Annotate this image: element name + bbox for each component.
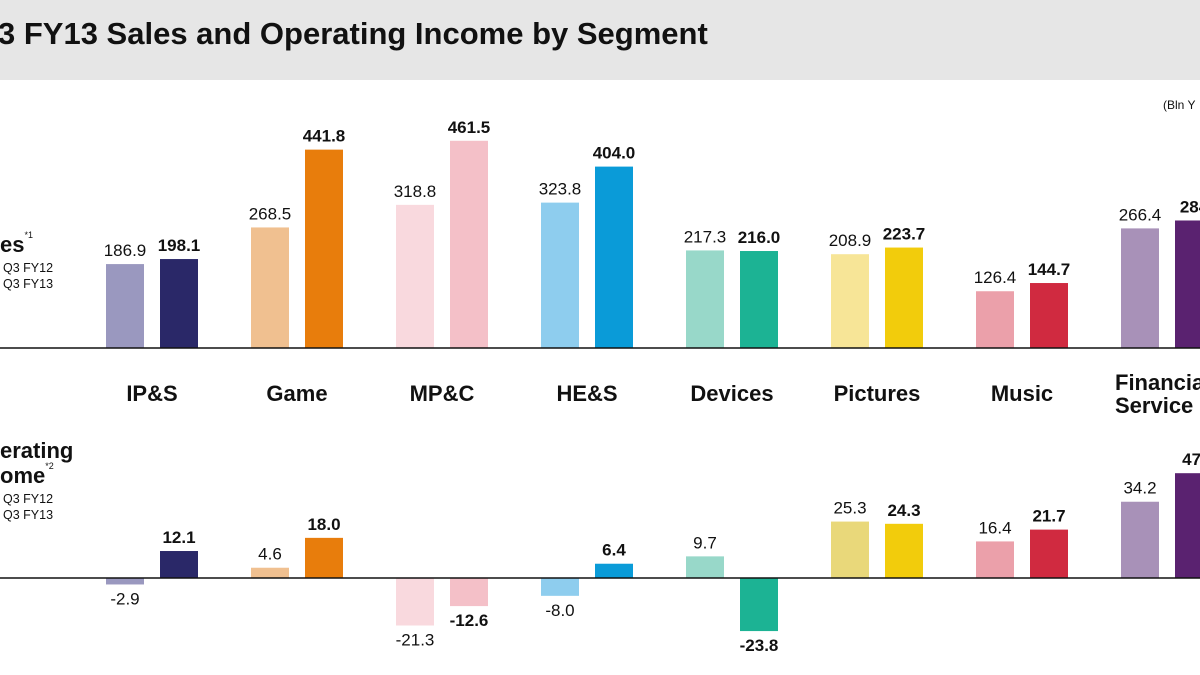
sales-bar bbox=[541, 202, 579, 348]
income-bar bbox=[831, 521, 869, 578]
income-data-label: -12.6 bbox=[450, 611, 489, 630]
income-bar bbox=[160, 551, 198, 578]
sales-bar bbox=[885, 247, 923, 348]
income-bar bbox=[686, 556, 724, 578]
income-legend-fy12: Q3 FY12 bbox=[3, 492, 54, 506]
sales-data-label: 198.1 bbox=[158, 236, 201, 255]
income-data-label: 25.3 bbox=[833, 499, 866, 518]
sales-data-label: 323.8 bbox=[539, 180, 582, 199]
sales-data-label: 217.3 bbox=[684, 227, 727, 246]
sales-data-label: 126.4 bbox=[974, 268, 1017, 287]
sales-bar bbox=[686, 250, 724, 348]
sales-bar bbox=[595, 166, 633, 348]
sales-data-label: 223.7 bbox=[883, 225, 926, 244]
sales-data-label: 318.8 bbox=[394, 182, 437, 201]
sales-data-label: 284 bbox=[1180, 197, 1200, 216]
income-data-label: 47. bbox=[1182, 450, 1200, 469]
category-label: HE&S bbox=[556, 381, 617, 406]
category-label: Financia bbox=[1115, 370, 1200, 395]
sales-label-text: es bbox=[0, 232, 25, 257]
income-bar bbox=[305, 537, 343, 578]
sales-bar bbox=[1030, 283, 1068, 348]
sales-bar bbox=[160, 259, 198, 348]
income-bar bbox=[885, 523, 923, 578]
sales-bar bbox=[976, 291, 1014, 348]
income-bar bbox=[1030, 529, 1068, 578]
sales-bar bbox=[106, 264, 144, 348]
sales-bar bbox=[1121, 228, 1159, 348]
income-data-label: 16.4 bbox=[978, 518, 1011, 537]
sales-bar bbox=[740, 251, 778, 348]
sales-bar bbox=[1175, 220, 1200, 348]
income-data-label: 4.6 bbox=[258, 545, 282, 564]
page-title: 3 FY13 Sales and Operating Income by Seg… bbox=[0, 16, 708, 51]
category-label: Pictures bbox=[834, 381, 921, 406]
income-data-label: 6.4 bbox=[602, 541, 626, 560]
income-label-text: ome bbox=[0, 463, 46, 488]
sales-data-label: 186.9 bbox=[104, 241, 147, 260]
category-label: Music bbox=[991, 381, 1053, 406]
income-data-label: 34.2 bbox=[1123, 479, 1156, 498]
income-data-label: 21.7 bbox=[1032, 507, 1065, 526]
income-bar bbox=[541, 578, 579, 596]
category-label: Service bbox=[1115, 393, 1193, 418]
unit-note: (Bln Y bbox=[1163, 98, 1196, 112]
income-bar bbox=[106, 578, 144, 585]
sales-bar bbox=[305, 149, 343, 348]
income-legend-fy13: Q3 FY13 bbox=[3, 508, 54, 522]
income-bar bbox=[1121, 501, 1159, 578]
sales-bar bbox=[251, 227, 289, 348]
sales-data-label: 144.7 bbox=[1028, 260, 1071, 279]
sales-panel-label: es*1 bbox=[0, 230, 33, 258]
income-bar bbox=[976, 541, 1014, 578]
income-data-label: 12.1 bbox=[162, 528, 195, 547]
income-panel-label-line2: ome*2 bbox=[0, 461, 54, 489]
sales-bar bbox=[396, 204, 434, 348]
income-data-label: 24.3 bbox=[887, 501, 920, 520]
title-band: 3 FY13 Sales and Operating Income by Seg… bbox=[0, 0, 1200, 80]
income-bar bbox=[595, 563, 633, 578]
sales-legend-fy12: Q3 FY12 bbox=[3, 261, 54, 275]
sales-data-label: 404.0 bbox=[593, 144, 636, 163]
income-data-label: 18.0 bbox=[307, 515, 340, 534]
category-label: IP&S bbox=[126, 381, 177, 406]
income-bar bbox=[740, 578, 778, 632]
income-panel-label-line1: erating bbox=[0, 438, 74, 463]
sales-data-label: 441.8 bbox=[303, 127, 346, 146]
income-bar bbox=[251, 567, 289, 578]
income-data-label: 9.7 bbox=[693, 533, 717, 552]
category-label: Devices bbox=[690, 381, 773, 406]
sales-bar bbox=[831, 254, 869, 348]
income-data-label: -2.9 bbox=[110, 589, 139, 608]
sales-data-label: 208.9 bbox=[829, 231, 872, 250]
sales-footnote: *1 bbox=[24, 230, 33, 240]
category-label: MP&C bbox=[410, 381, 475, 406]
sales-data-label: 268.5 bbox=[249, 204, 292, 223]
income-data-label: -23.8 bbox=[740, 636, 779, 655]
sales-bar bbox=[450, 140, 488, 348]
income-bar bbox=[1175, 473, 1200, 578]
sales-data-label: 266.4 bbox=[1119, 205, 1162, 224]
sales-data-label: 461.5 bbox=[448, 118, 491, 137]
sales-legend-fy13: Q3 FY13 bbox=[3, 277, 54, 291]
income-data-label: -21.3 bbox=[396, 630, 435, 649]
sales-data-label: 216.0 bbox=[738, 228, 781, 247]
category-label: Game bbox=[266, 381, 327, 406]
income-bar bbox=[396, 578, 434, 626]
income-footnote: *2 bbox=[45, 461, 54, 471]
income-bar bbox=[450, 578, 488, 607]
income-data-label: -8.0 bbox=[545, 601, 574, 620]
